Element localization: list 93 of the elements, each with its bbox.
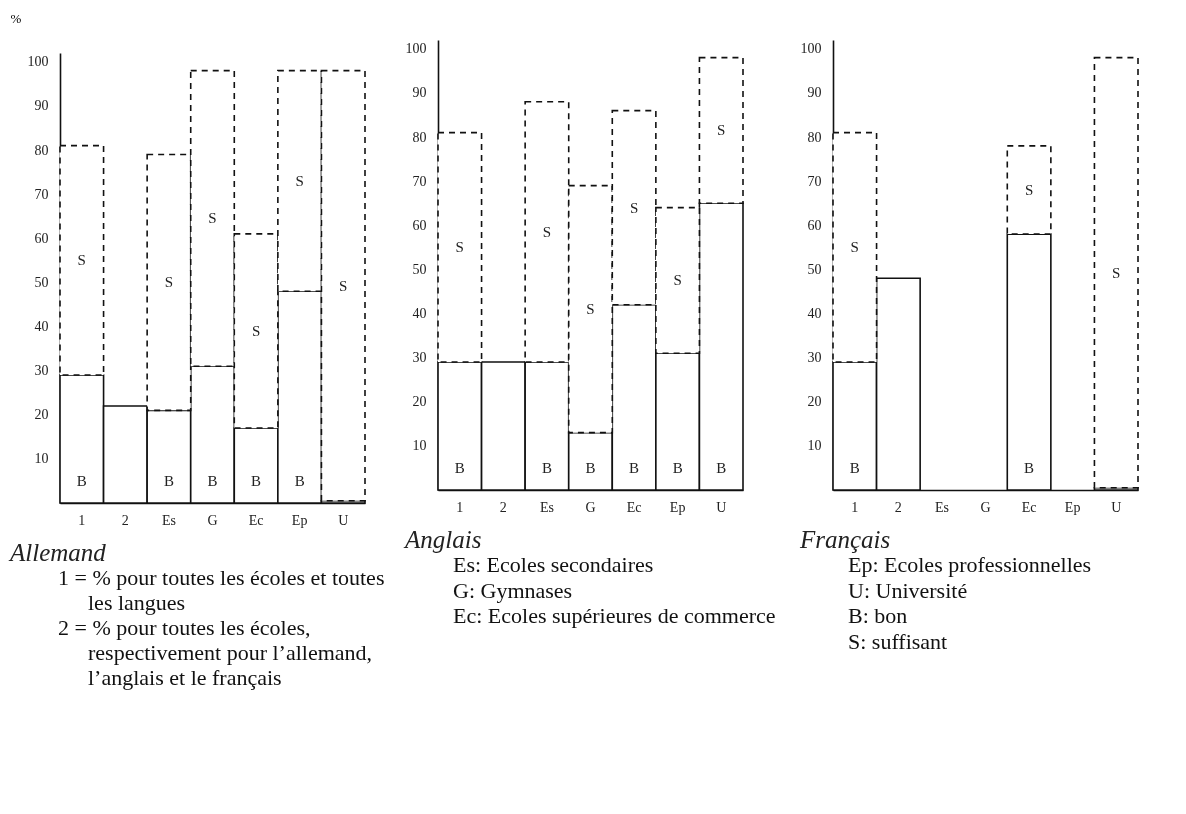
x-tick-label: Ep xyxy=(1064,499,1081,515)
x-tick-label: 2 xyxy=(894,499,902,515)
text: 1 = % pour toutes les écoles et toutes les langues xyxy=(58,565,386,616)
data-label: B xyxy=(76,473,87,489)
y-tick-label: 70 xyxy=(412,173,427,189)
y-tick-label: 60 xyxy=(34,230,49,246)
text: Allemand xyxy=(8,539,107,566)
data-label: B xyxy=(716,460,727,476)
data-label: B xyxy=(672,460,683,476)
data-label: B xyxy=(849,460,860,476)
text: Ep: Ecoles professionnelles xyxy=(848,552,1093,578)
data-label: S xyxy=(339,277,348,294)
x-tick-label: U xyxy=(1111,499,1122,515)
y-tick-label: 80 xyxy=(807,129,822,145)
x-tick-label: 2 xyxy=(121,512,129,528)
x-tick-label: 2 xyxy=(499,499,507,515)
y-tick-label: 80 xyxy=(34,142,49,158)
y-tick-label: 40 xyxy=(807,306,822,322)
x-tick-label: Ec xyxy=(1021,499,1037,515)
y-tick-label: 60 xyxy=(807,217,822,233)
x-tick-label: Ep xyxy=(291,512,308,528)
data-label: B xyxy=(585,460,596,476)
data-label: S xyxy=(850,239,859,256)
text: B: bon xyxy=(848,603,909,629)
y-tick-label: 80 xyxy=(412,129,427,145)
x-tick-label: U xyxy=(338,512,349,528)
data-label: S xyxy=(77,252,86,269)
text: Anglais xyxy=(403,526,482,553)
x-tick-label: G xyxy=(207,512,218,528)
y-tick-label: 40 xyxy=(412,306,427,322)
data-label: S xyxy=(295,172,304,189)
x-tick-label: U xyxy=(716,499,727,515)
y-tick-label: 100 xyxy=(405,41,427,57)
y-tick-label: 100 xyxy=(27,54,49,70)
y-tick-label: 10 xyxy=(412,438,427,454)
y-tick-label: 40 xyxy=(34,319,49,335)
y-tick-label: 30 xyxy=(807,350,822,366)
x-tick-label: Ec xyxy=(248,512,264,528)
x-tick-label: G xyxy=(585,499,596,515)
y-tick-label: 50 xyxy=(807,261,822,277)
data-label: B xyxy=(251,473,262,489)
x-tick-label: 1 xyxy=(78,512,86,528)
data-label: S xyxy=(542,223,552,240)
y-axis-title: % xyxy=(10,10,22,26)
text: U: Université xyxy=(848,577,969,604)
text: Es: Ecoles secondaires xyxy=(453,552,655,578)
y-tick-label: 10 xyxy=(34,451,49,467)
y-tick-label: 70 xyxy=(34,186,49,202)
data-label: B xyxy=(207,473,218,489)
x-tick-label: Es xyxy=(161,512,176,528)
x-tick-label: 1 xyxy=(851,499,859,515)
data-label: S xyxy=(1112,264,1121,281)
y-tick-label: 20 xyxy=(807,394,822,410)
y-tick-label: 10 xyxy=(807,438,822,454)
text: G: Gymnases xyxy=(453,577,574,604)
y-tick-label: 50 xyxy=(34,274,49,290)
data-label: B xyxy=(163,473,174,489)
data-label: S xyxy=(629,199,639,216)
data-label: S xyxy=(717,122,726,139)
data-label: S xyxy=(164,274,174,291)
text: S: suffisant xyxy=(848,628,949,655)
data-label: B xyxy=(454,460,465,476)
x-tick-label: Es xyxy=(539,499,554,515)
bar xyxy=(1093,56,1139,489)
data-label: S xyxy=(1024,182,1034,198)
text: Ec: Ecoles supérieures de commerce xyxy=(453,603,777,629)
x-tick-label: Es xyxy=(934,499,949,515)
y-tick-label: 20 xyxy=(34,407,49,423)
y-tick-label: 90 xyxy=(807,85,822,101)
y-tick-label: 60 xyxy=(412,217,427,233)
x-tick-label: Ep xyxy=(669,499,686,515)
data-label: B xyxy=(541,460,552,476)
data-label: S xyxy=(208,210,217,227)
x-tick-label: Ec xyxy=(626,499,642,515)
x-tick-label: 1 xyxy=(456,499,464,515)
y-tick-label: 100 xyxy=(800,41,822,57)
data-label: S xyxy=(586,301,595,318)
y-tick-label: 20 xyxy=(412,394,427,410)
data-label: B xyxy=(1024,460,1035,476)
data-label: S xyxy=(673,272,682,289)
data-label: B xyxy=(629,460,640,476)
y-tick-label: 70 xyxy=(807,173,822,189)
y-tick-label: 90 xyxy=(412,85,427,101)
x-tick-label: G xyxy=(980,499,991,515)
y-tick-label: 50 xyxy=(412,261,427,277)
y-tick-label: 90 xyxy=(34,98,49,114)
text: Français xyxy=(799,526,891,553)
y-tick-label: 30 xyxy=(412,350,427,366)
data-label: S xyxy=(455,239,464,256)
text: 2 = % pour toutes les écoles, respectivement pour l’allemand, l’anglais et le français xyxy=(58,615,374,691)
data-label: S xyxy=(251,322,261,339)
y-tick-label: 30 xyxy=(34,363,49,379)
data-label: B xyxy=(294,473,305,489)
